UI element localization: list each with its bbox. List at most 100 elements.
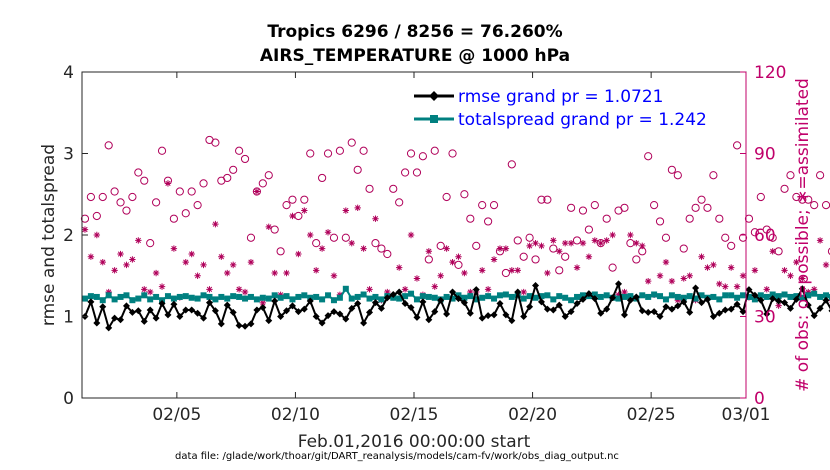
y-axis-right-label: # of obs: o=possible; ∗=assimilated xyxy=(793,78,813,392)
obs-possible-point xyxy=(211,138,220,147)
obs-possible-point xyxy=(193,201,202,210)
rmse-point xyxy=(122,302,130,310)
rmse-point xyxy=(466,309,474,317)
obs-possible-point xyxy=(596,239,605,248)
totalspread-point xyxy=(674,293,681,300)
obs-possible-point xyxy=(270,225,279,234)
rmse-point xyxy=(99,303,107,311)
obs-possible-point xyxy=(798,195,807,204)
obs-assimilated-point xyxy=(680,275,687,282)
x-tick-label: 02/10 xyxy=(271,405,320,425)
rmse-point xyxy=(407,304,415,312)
obs-possible-point xyxy=(472,241,481,250)
totalspread-point xyxy=(105,292,112,299)
obs-possible-point xyxy=(525,233,534,242)
totalspread-point xyxy=(828,293,830,300)
obs-possible-point xyxy=(424,255,433,264)
obs-possible-point xyxy=(608,263,617,272)
obs-assimilated-point xyxy=(283,269,290,277)
obs-assimilated-point xyxy=(573,264,581,271)
rmse-point xyxy=(117,316,125,324)
obs-possible-point xyxy=(685,214,694,223)
totalspread-point xyxy=(668,292,675,299)
obs-assimilated-point xyxy=(704,264,711,271)
obs-possible-point xyxy=(549,244,558,253)
obs-possible-point xyxy=(484,217,493,226)
totalspread-point xyxy=(135,295,142,302)
obs-assimilated-point xyxy=(544,269,551,277)
rmse-point xyxy=(188,306,196,314)
totalspread-point xyxy=(556,293,563,300)
totalspread-point xyxy=(787,293,794,300)
totalspread-point xyxy=(526,293,533,300)
obs-assimilated-point xyxy=(674,297,682,304)
obs-possible-point xyxy=(175,187,184,196)
rmse-point xyxy=(644,308,652,316)
obs-possible-point xyxy=(335,146,344,155)
rmse-point xyxy=(739,308,747,316)
obs-assimilated-point xyxy=(111,267,118,274)
obs-possible-point xyxy=(252,187,261,196)
obs-possible-point xyxy=(786,171,795,180)
obs-possible-point xyxy=(353,165,362,174)
obs-possible-point xyxy=(264,171,273,180)
rmse-point xyxy=(342,315,350,323)
y-axis-left: 0 1 2 3 4 xyxy=(63,63,88,409)
totalspread-point xyxy=(722,292,729,299)
obs-assimilated-point xyxy=(621,288,628,296)
obs-possible-point xyxy=(442,192,451,202)
rmse-point xyxy=(401,299,409,307)
obs-assimilated-point xyxy=(301,207,308,214)
y-tick-label-right: 30 xyxy=(754,308,776,328)
obs-possible-point xyxy=(572,236,582,245)
obs-assimilated-point xyxy=(615,291,622,298)
obs-possible-point xyxy=(318,173,327,183)
totalspread-point xyxy=(728,292,735,299)
obs-assimilated-point xyxy=(372,215,379,222)
rmse-point xyxy=(656,313,664,320)
y-axis-right: 0 30 60 90 120 xyxy=(740,63,786,409)
totalspread-point xyxy=(295,293,302,300)
totalspread-point xyxy=(716,296,723,303)
rmse-point xyxy=(786,304,794,312)
obs-assimilated-point xyxy=(793,258,800,266)
obs-assimilated-point xyxy=(105,288,112,296)
obs-assimilated-point xyxy=(455,253,462,260)
obs-possible-point xyxy=(774,247,783,256)
totalspread-point xyxy=(823,292,830,299)
totalspread-point xyxy=(81,295,88,302)
totalspread-point xyxy=(372,293,379,300)
obs-assimilated-point xyxy=(354,204,361,212)
obs-assimilated-point xyxy=(366,286,373,293)
totalspread-point xyxy=(817,293,824,300)
rmse-point xyxy=(781,299,789,307)
rmse-point xyxy=(294,308,302,316)
obs-assimilated-point xyxy=(206,286,213,293)
totalspread-point xyxy=(413,296,420,303)
obs-assimilated-point xyxy=(194,272,201,279)
obs-assimilated-point xyxy=(567,239,575,247)
rmse-point xyxy=(775,297,783,305)
rmse-point xyxy=(514,288,522,296)
rmse-point xyxy=(419,298,427,306)
obs-possible-point xyxy=(323,149,333,158)
rmse-point xyxy=(360,319,368,327)
obs-assimilated-point xyxy=(633,239,640,247)
totalspread-point xyxy=(354,293,361,300)
y-tick-label-left: 3 xyxy=(63,145,74,165)
rmse-point xyxy=(277,313,285,320)
totalspread-point xyxy=(396,295,403,302)
obs-assimilated-point xyxy=(437,272,444,279)
obs-possible-point xyxy=(430,146,439,155)
rmse-series xyxy=(81,280,830,332)
obs-assimilated-point xyxy=(129,256,136,263)
obs-assimilated-point xyxy=(312,267,320,274)
rmse-point xyxy=(520,313,528,320)
obs-possible-point xyxy=(661,233,671,242)
rmse-point xyxy=(638,307,646,315)
obs-assimilated-point xyxy=(212,220,219,228)
totalspread-point xyxy=(692,295,699,302)
obs-assimilated-point xyxy=(585,253,593,260)
obs-possible-point xyxy=(727,241,736,250)
obs-possible-point xyxy=(744,214,754,223)
